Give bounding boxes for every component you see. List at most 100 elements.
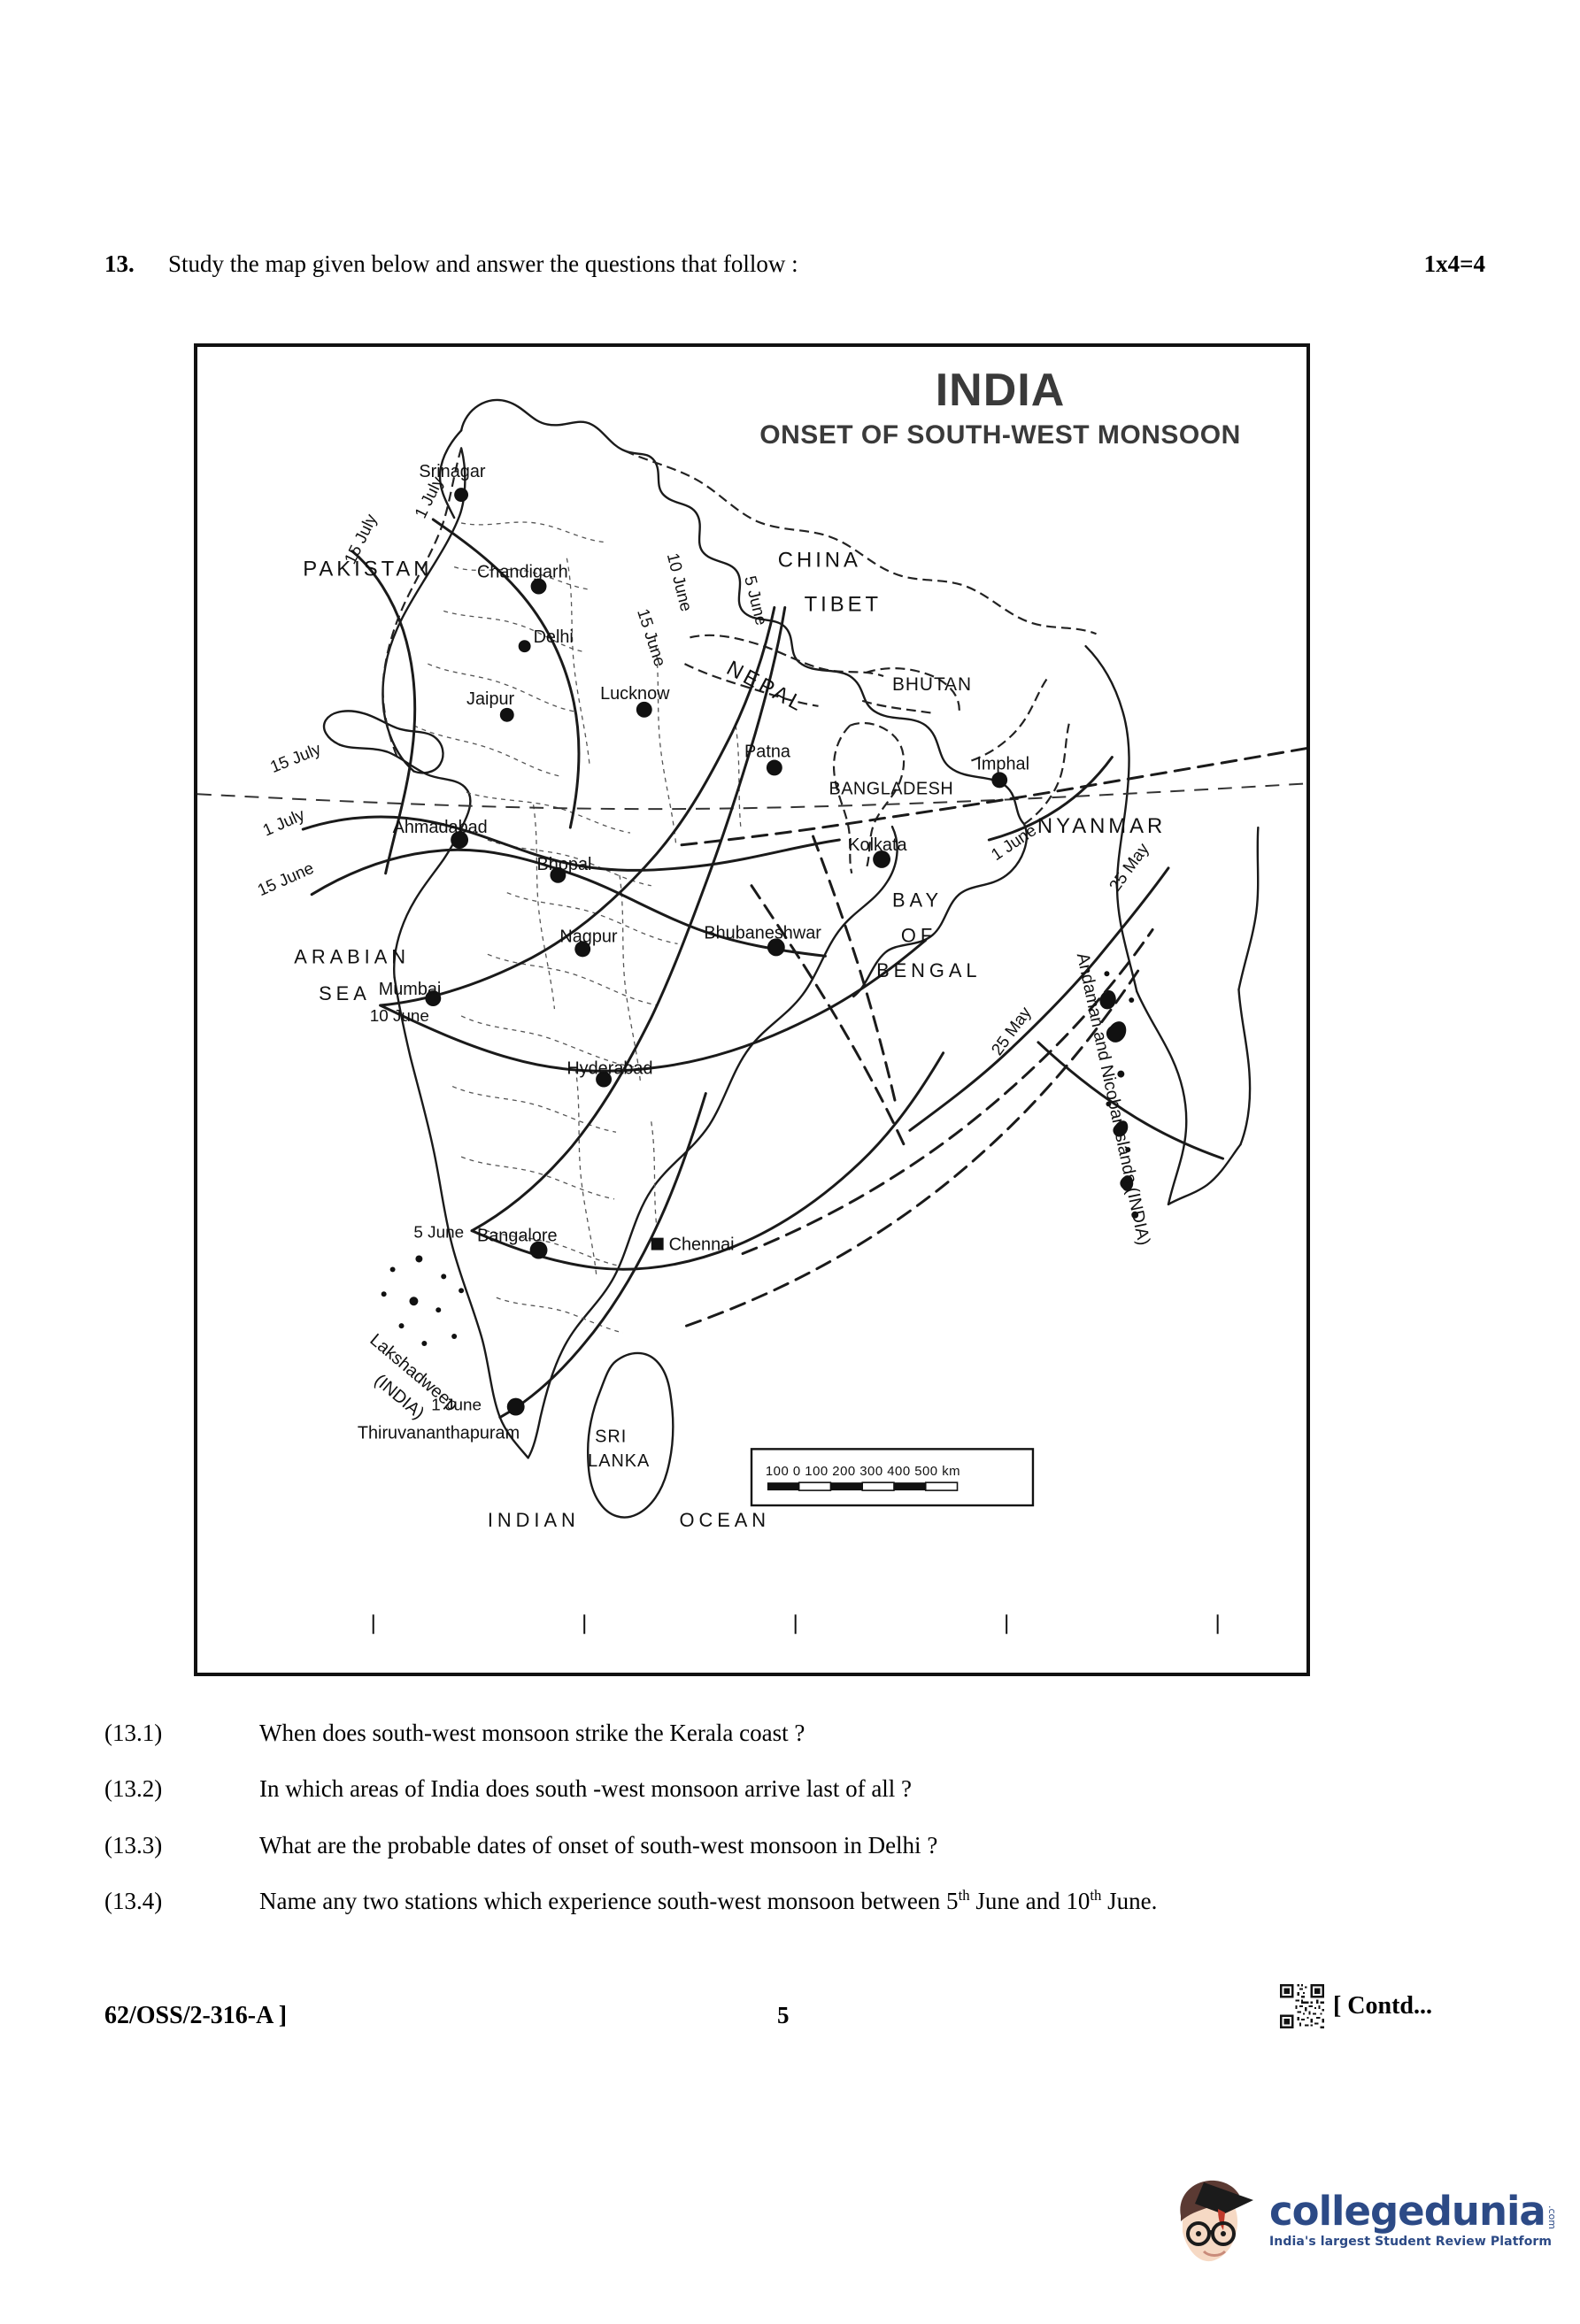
onset-label-25-may-ne: 25 May	[1106, 840, 1153, 896]
monsoon-current-dashed-5	[750, 884, 908, 1151]
city-label-hyderabad: Hyderabad	[566, 1059, 652, 1079]
city-label-chennai: Chennai	[669, 1235, 735, 1255]
sub-question-13-4: (13.4) Name any two stations which exper…	[104, 1885, 1485, 1918]
country-label-nyanmar: NYANMAR	[1037, 814, 1166, 838]
qr-code-icon	[1277, 1982, 1326, 2030]
question-number: 13.	[104, 250, 135, 277]
sea-label-bay: BAY	[892, 889, 943, 912]
map-onset-date-labels: 15 July 1 July 15 July 1 July 15 June 10…	[255, 473, 1153, 1414]
map-city-labels: Srinagar Chandigarh Delhi Jaipur Lucknow…	[358, 462, 1029, 1443]
isoline-5-june-east	[470, 1051, 945, 1271]
sub-question-text-part3: June.	[1101, 1887, 1158, 1914]
country-label-sri-lanka-2: LANKA	[588, 1451, 650, 1471]
lakshadweep-dots	[381, 1255, 465, 1346]
sub-question-label: (13.3)	[104, 1831, 163, 1858]
monsoon-current-dashed-1	[678, 747, 1306, 847]
map-island-labels: Lakshadweep (INDIA) Andaman and Nicobar …	[366, 951, 1154, 1423]
country-label-tibet: TIBET	[805, 592, 882, 616]
sea-label-of: OF	[901, 924, 936, 946]
sub-question-text-part1: Name any two stations which experience s…	[259, 1887, 959, 1914]
city-label-delhi: Delhi	[534, 627, 574, 647]
city-label-bhubaneshwar: Bhubaneshwar	[704, 923, 821, 943]
sub-question-13-3: (13.3) What are the probable dates of on…	[104, 1829, 1485, 1862]
isoline-1-june-myanmar	[987, 756, 1114, 842]
city-label-thiruvananthapuram: Thiruvananthapuram	[358, 1423, 520, 1443]
sub-question-text-part2: June and 10	[969, 1887, 1091, 1914]
sub-question-label: (13.1)	[104, 1720, 163, 1746]
graduate-mascot-icon	[1180, 2180, 1253, 2262]
country-label-sri-lanka-1: SRI	[595, 1427, 627, 1446]
isoline-25-may-b	[1037, 1041, 1225, 1160]
onset-label-1-july-north: 1 July	[412, 473, 448, 521]
isoline-5-june	[470, 605, 787, 1233]
country-label-pakistan: PAKISTAN	[303, 558, 432, 581]
city-label-chandigarh: Chandigarh	[477, 563, 568, 582]
sub-question-text: Name any two stations which experience s…	[259, 1885, 1485, 1918]
question-header: 13. Study the map given below and answer…	[104, 250, 1485, 278]
scale-bar-labels: 100 0 100 200 300 400 500 km	[766, 1465, 960, 1479]
sub-question-label: (13.4)	[104, 1887, 163, 1914]
question-stem: Study the map given below and answer the…	[168, 250, 798, 277]
contd-label: [ Contd...	[1332, 1992, 1432, 2020]
ocean-label-ocean: OCEAN	[680, 1509, 771, 1531]
isoline-1-july-west	[301, 815, 841, 872]
sub-question-text: What are the probable dates of onset of …	[259, 1831, 938, 1858]
onset-label-15-july-west: 15 July	[267, 740, 324, 777]
ordinal-suffix-10th: th	[1090, 1886, 1102, 1904]
monsoon-map: .coast { fill:none; stroke:#1a1a1a; stro…	[194, 343, 1310, 1676]
sub-question-13-2: (13.2) In which areas of India does sout…	[104, 1773, 1485, 1805]
country-label-bangladesh: BANGLADESH	[829, 779, 953, 798]
watermark-tagline: India's largest Student Review Platform	[1269, 2234, 1553, 2249]
isoline-25-may-a	[908, 866, 1170, 1132]
onset-label-15-june-north: 15 June	[633, 606, 669, 668]
collegedunia-watermark: collegedunia .com India's largest Studen…	[1168, 2170, 1558, 2269]
country-label-nepal: NEPAL	[722, 656, 809, 717]
city-label-bhopal: Bhopal	[537, 855, 592, 874]
map-graticule-ticks	[372, 1614, 1219, 1635]
isoline-10-june-east	[379, 938, 928, 1073]
onset-label-5-june-north: 5 June	[740, 574, 770, 627]
isoline-10-june	[379, 605, 776, 1007]
isoline-1-june	[498, 1092, 707, 1420]
country-label-china: CHINA	[778, 549, 861, 573]
watermark-brand-line: collegedunia .com	[1269, 2187, 1558, 2235]
sea-label-arabian-sea: SEA	[319, 982, 371, 1004]
city-dots	[425, 488, 1008, 1416]
watermark-brand: collegedunia	[1269, 2187, 1546, 2235]
onset-label-10-june-mumbai: 10 June	[370, 1007, 429, 1026]
city-label-srinagar: Srinagar	[419, 462, 485, 481]
isoline-15-july	[351, 550, 417, 875]
isoline-1-july-north	[431, 518, 581, 829]
andaman-nicobar-dots	[1099, 971, 1139, 1219]
ordinal-suffix-5th: th	[958, 1886, 970, 1904]
city-label-jaipur: Jaipur	[466, 689, 514, 709]
city-label-patna: Patna	[744, 743, 791, 762]
footer-right-group: [ Contd...	[1277, 1982, 1432, 2030]
sea-label-arabian: ARABIAN	[294, 945, 410, 967]
page-footer: 62/OSS/2-316-A ] 5	[104, 1982, 1485, 2055]
city-label-imphal: Imphal	[976, 754, 1029, 773]
monsoon-current-dashed-2	[741, 927, 1154, 1256]
city-label-ahmadabad: Ahmadabad	[393, 818, 488, 837]
sub-question-list: (13.1) When does south-west monsoon stri…	[104, 1717, 1485, 1941]
city-label-lucknow: Lucknow	[600, 684, 670, 704]
tropic-of-cancer	[197, 782, 1306, 811]
onset-label-15-june-west: 15 June	[255, 859, 317, 901]
city-label-bangalore: Bangalore	[477, 1227, 558, 1246]
sub-question-text: In which areas of India does south -west…	[259, 1775, 913, 1803]
onset-label-1-june-myanmar: 1 June	[988, 821, 1040, 865]
onset-label-10-june-north: 10 June	[663, 551, 696, 613]
country-label-bhutan: BHUTAN	[892, 674, 972, 695]
ocean-label-indian: INDIAN	[488, 1509, 580, 1531]
city-label-kolkata: Kolkata	[848, 835, 907, 855]
monsoon-current-dashed-3	[684, 968, 1140, 1327]
sub-question-text: When does south-west monsoon strike the …	[259, 1720, 805, 1746]
onset-label-1-june-kerala: 1 June	[431, 1397, 482, 1415]
map-country-labels: PAKISTAN CHINA TIBET NEPAL BHUTAN BANGLA…	[303, 549, 1166, 1472]
question-marks: 1x4=4	[1423, 250, 1485, 277]
isoline-15-june	[310, 848, 827, 958]
onset-label-1-july-west: 1 July	[260, 805, 308, 840]
map-water-labels: ARABIAN SEA BAY OF BENGAL INDIAN OCEAN	[294, 889, 976, 1531]
map-drawing: .coast { fill:none; stroke:#1a1a1a; stro…	[197, 398, 1306, 1635]
